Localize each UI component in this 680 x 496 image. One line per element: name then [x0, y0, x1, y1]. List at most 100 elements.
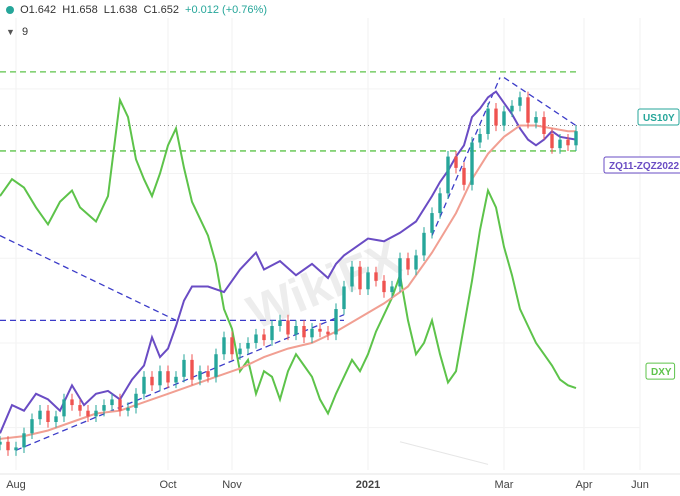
candle-body[interactable]	[310, 328, 314, 338]
candle-body[interactable]	[38, 410, 42, 420]
series-label-box	[645, 362, 676, 380]
ohlc-high: H1.658	[62, 4, 98, 16]
x-tick-label: Jun	[631, 479, 649, 491]
candle-body[interactable]	[286, 320, 290, 335]
candle-body[interactable]	[566, 139, 570, 146]
symbol-color-dot	[6, 6, 14, 14]
candle-body[interactable]	[230, 337, 234, 355]
candle-body[interactable]	[14, 447, 18, 451]
candle-body[interactable]	[558, 139, 562, 149]
annotation-trendline	[503, 76, 577, 127]
candle-body[interactable]	[54, 416, 58, 422]
candle-body[interactable]	[550, 134, 554, 149]
annotation-trendline	[431, 77, 501, 236]
candle-body[interactable]	[158, 371, 162, 386]
candle-body[interactable]	[486, 108, 490, 134]
candle-body[interactable]	[254, 334, 258, 343]
candle-body[interactable]	[238, 348, 242, 355]
candle-body[interactable]	[414, 255, 418, 270]
candle-body[interactable]	[518, 97, 522, 106]
candle-body[interactable]	[278, 320, 282, 326]
candle-body[interactable]	[470, 142, 474, 185]
ohlc-legend: O1.642 H1.658 L1.638 C1.652 +0.012 (+0.7…	[6, 4, 270, 16]
candle-body[interactable]	[398, 258, 402, 287]
candle-body[interactable]	[86, 410, 90, 417]
candle-body[interactable]	[174, 376, 178, 383]
series-label-box	[637, 108, 680, 126]
candle-body[interactable]	[430, 213, 434, 233]
faint-trendline	[399, 441, 489, 465]
x-tick-label: Oct	[159, 479, 176, 491]
series-line-dxy[interactable]	[0, 96, 577, 416]
ohlc-change: +0.012 (+0.76%)	[185, 4, 267, 16]
candle-body[interactable]	[102, 405, 106, 411]
candle-body[interactable]	[118, 399, 122, 411]
candle-body[interactable]	[134, 393, 138, 408]
candle-body[interactable]	[510, 105, 514, 112]
candle-body[interactable]	[46, 410, 50, 422]
candle-body[interactable]	[534, 117, 538, 123]
indicators-toggle[interactable]: ▼ 9	[6, 26, 28, 38]
candle-body[interactable]	[526, 97, 530, 123]
candle-body[interactable]	[302, 326, 306, 338]
candle-body[interactable]	[446, 156, 450, 194]
candle-body[interactable]	[342, 286, 346, 310]
candle-body[interactable]	[62, 399, 66, 417]
candle-body[interactable]	[438, 193, 442, 214]
candle-body[interactable]	[358, 266, 362, 290]
candle-body[interactable]	[142, 376, 146, 394]
candle-body[interactable]	[78, 405, 82, 411]
x-tick-label: Apr	[575, 479, 592, 491]
candle-body[interactable]	[478, 134, 482, 143]
chevron-down-icon: ▼	[6, 27, 15, 37]
series-label-text: US10Y	[643, 113, 675, 124]
series-line-moving-average[interactable]	[0, 124, 576, 440]
candle-body[interactable]	[206, 371, 210, 377]
candle-body[interactable]	[126, 407, 130, 411]
candle-body[interactable]	[198, 371, 202, 380]
candle-body[interactable]	[494, 108, 498, 126]
annotation-trendline	[15, 314, 345, 451]
candle-body[interactable]	[574, 131, 578, 146]
candle-body[interactable]	[270, 326, 274, 341]
ohlc-open: O1.642	[20, 4, 57, 16]
candle-body[interactable]	[326, 331, 330, 335]
candle-body[interactable]	[350, 266, 354, 287]
candle-body[interactable]	[406, 258, 410, 270]
candle-body[interactable]	[262, 334, 266, 341]
candle-body[interactable]	[422, 232, 426, 256]
candle-body[interactable]	[182, 359, 186, 377]
series-label-text: ZQ11-ZQZ2022	[609, 161, 679, 172]
ohlc-low: L1.638	[103, 4, 138, 16]
candle-body[interactable]	[190, 359, 194, 380]
candle-body[interactable]	[366, 272, 370, 290]
series-line-zq[interactable]	[0, 90, 577, 434]
ohlc-close: C1.652	[143, 4, 179, 16]
candle-body[interactable]	[246, 342, 250, 349]
candle-body[interactable]	[110, 399, 114, 406]
candle-body[interactable]	[166, 371, 170, 383]
indicators-count: 9	[21, 26, 29, 38]
candle-body[interactable]	[22, 433, 26, 448]
candle-body[interactable]	[294, 326, 298, 335]
candle-body[interactable]	[0, 441, 2, 445]
candle-body[interactable]	[382, 280, 386, 293]
candle-body[interactable]	[30, 419, 34, 434]
candle-body[interactable]	[502, 111, 506, 126]
candle-body[interactable]	[214, 354, 218, 377]
series-label-box	[603, 156, 680, 174]
candle-body[interactable]	[374, 272, 378, 281]
candle-body[interactable]	[6, 441, 10, 451]
candle-body[interactable]	[390, 286, 394, 293]
candle-body[interactable]	[150, 376, 154, 386]
candle-body[interactable]	[462, 167, 466, 185]
candle-body[interactable]	[222, 337, 226, 355]
candle-body[interactable]	[94, 410, 98, 417]
candle-body[interactable]	[70, 399, 74, 406]
candle-body[interactable]	[542, 117, 546, 134]
candle-body[interactable]	[454, 156, 458, 168]
candle-body[interactable]	[334, 309, 338, 335]
candle-body[interactable]	[318, 328, 322, 332]
